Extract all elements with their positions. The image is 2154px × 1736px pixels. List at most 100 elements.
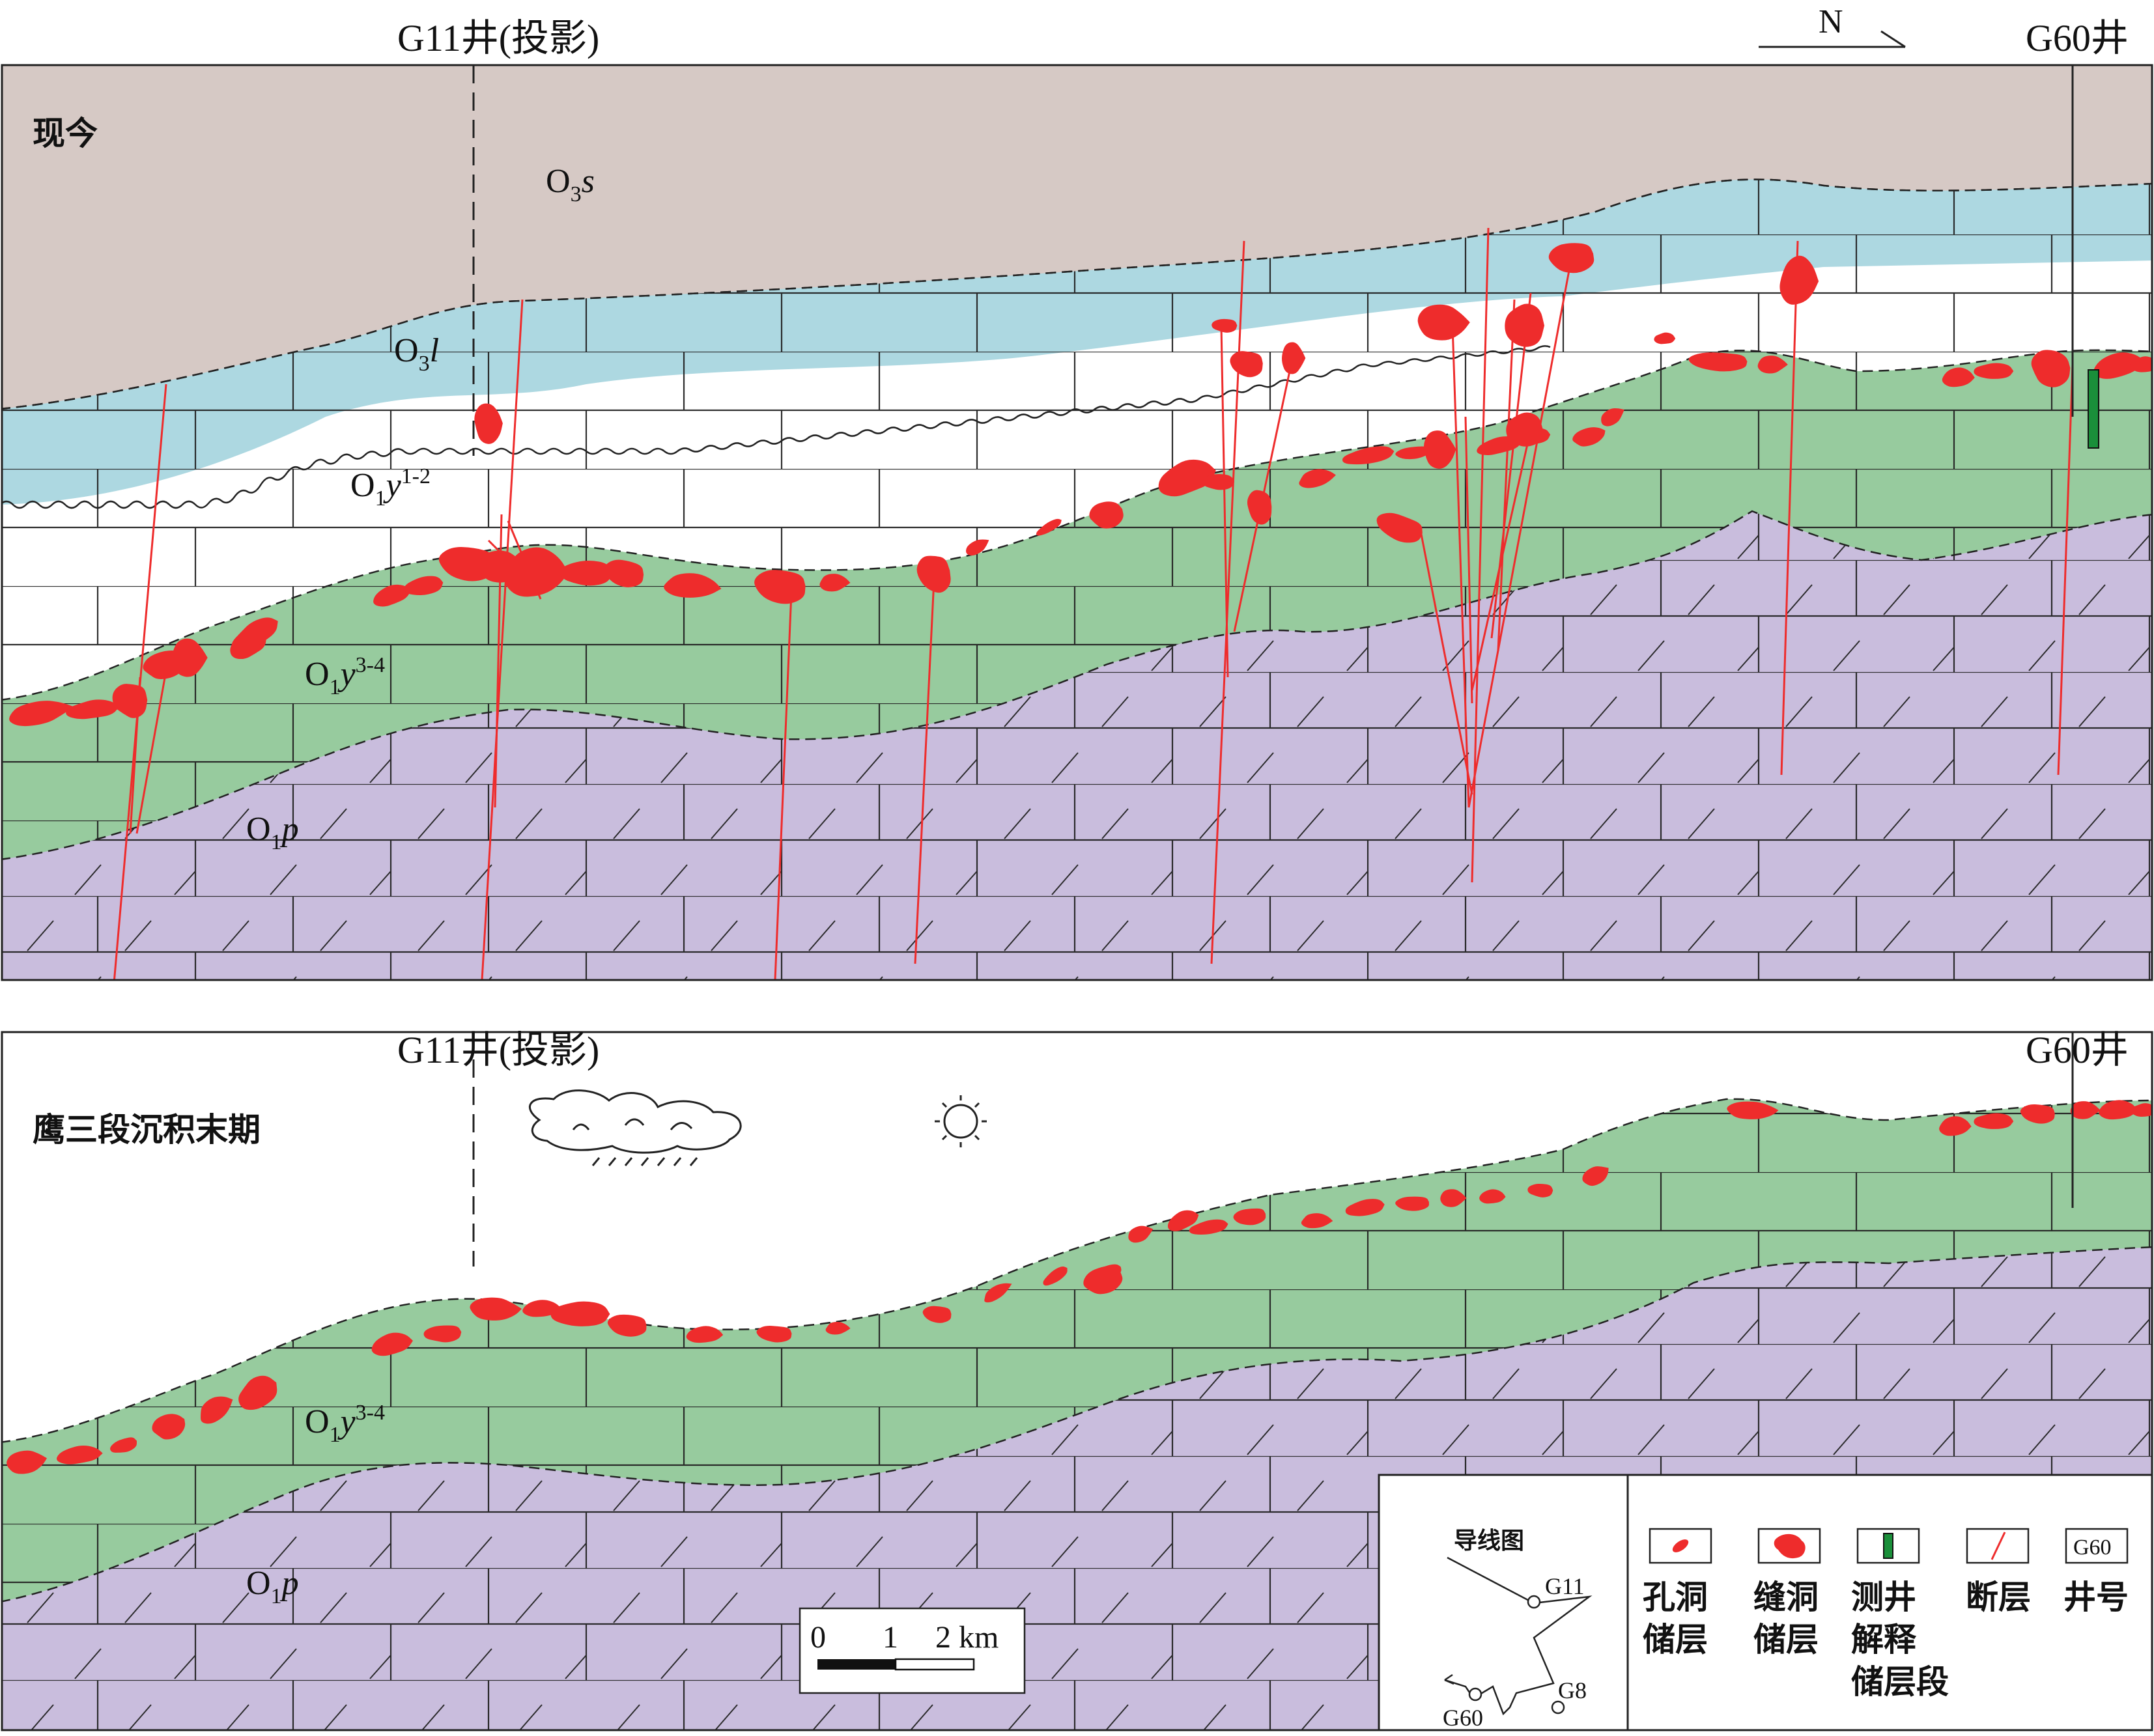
fault-line — [1497, 299, 1516, 652]
reservoir-body — [966, 539, 989, 556]
reservoir-body — [1654, 332, 1676, 344]
reservoir-body — [110, 1437, 137, 1453]
reservoir-body — [984, 1283, 1012, 1303]
traverse-g11: G11 — [1545, 1573, 1585, 1599]
fault-line — [2057, 364, 2074, 776]
traverse-map-title: 导线图 — [1454, 1528, 1524, 1554]
reservoir-body — [2099, 1100, 2138, 1120]
reservoir-body — [470, 1297, 522, 1321]
reservoir-body — [1727, 1101, 1779, 1119]
fault-lines — [113, 227, 2074, 980]
reservoir-body — [2130, 356, 2152, 372]
fault-line — [1464, 416, 1473, 704]
reservoir-body — [1247, 490, 1272, 525]
reservoir-body — [1230, 351, 1263, 378]
reservoir-body — [1395, 1196, 1429, 1211]
legend-item-fault: 断层 — [1966, 1528, 2031, 1616]
scale-tick-0: 0 — [810, 1620, 826, 1655]
reservoir-body — [1036, 518, 1062, 536]
svg-text:解释: 解释 — [1851, 1621, 1917, 1659]
traverse-g60: G60 — [1443, 1705, 1483, 1731]
fracture-vug-reservoir-icon — [1774, 1533, 1806, 1559]
reservoir-body — [2131, 1103, 2152, 1117]
reservoir-body — [1939, 1116, 1972, 1136]
traverse-g8: G8 — [1558, 1677, 1587, 1703]
svg-text:缝洞: 缝洞 — [1753, 1578, 1819, 1616]
reservoir-body — [1527, 1183, 1553, 1197]
well-number-icon — [2065, 1528, 2129, 1564]
reservoir-body — [1974, 1113, 2014, 1129]
reservoir-body — [1158, 459, 1216, 497]
reservoir-body — [604, 559, 644, 587]
reservoir-body — [1572, 427, 1606, 447]
reservoir-body — [686, 1326, 724, 1343]
reservoir-body — [1395, 446, 1429, 460]
svg-text:储层: 储层 — [1753, 1621, 1819, 1659]
svg-text:井号: 井号 — [2063, 1578, 2129, 1616]
legend-item-vug: 孔洞 储层 — [1643, 1528, 1712, 1659]
reservoir-body — [371, 1332, 413, 1356]
reservoir-body — [1212, 318, 1238, 333]
svg-text:孔洞: 孔洞 — [1643, 1578, 1708, 1616]
reservoir-body — [112, 684, 148, 718]
reservoir-body — [1345, 1199, 1385, 1216]
reservoir-body — [423, 1325, 462, 1343]
formation-label-o3l: O3l — [394, 332, 439, 376]
reservoir-body — [607, 1314, 647, 1337]
reservoir-body — [1202, 474, 1234, 490]
sun-icon — [935, 1095, 987, 1147]
cloud-rain-icon — [529, 1089, 742, 1166]
reservoir-body — [404, 576, 444, 596]
formation-label-o1p-bottom: O1p — [246, 1565, 299, 1608]
fault-line — [1780, 240, 1799, 776]
reservoir-body — [1281, 342, 1306, 374]
reservoir-body — [1479, 1189, 1506, 1204]
top-panel-present: 现今 G11井(投影) G60井 N O3s O3l O1y1-2 O1y3-4… — [1, 3, 2153, 981]
vug-reservoir-icon — [1672, 1539, 1689, 1552]
reservoir-body — [152, 1414, 186, 1440]
scale-bar: 0 1 2 km — [799, 1607, 1026, 1694]
reservoir-body — [231, 617, 278, 652]
legend-item-fracture-vug: 缝洞 储层 — [1753, 1528, 1821, 1659]
log-interpreted-interval-icon — [1883, 1533, 1893, 1559]
reservoir-body — [1974, 363, 2014, 379]
fault-line — [1490, 292, 1532, 639]
reservoir-body — [1301, 1213, 1333, 1229]
reservoir-body — [1089, 501, 1124, 529]
reservoir-body — [474, 403, 503, 444]
fault-line — [1220, 325, 1229, 678]
fault-line — [1419, 527, 1473, 795]
reservoir-body — [664, 573, 722, 598]
reservoir-body — [66, 699, 119, 720]
north-arrow: N — [1759, 3, 1906, 48]
reservoir-body — [1417, 304, 1470, 341]
reservoir-body — [1128, 1225, 1154, 1243]
reservoir-body — [1167, 1210, 1199, 1231]
well-label-g11: G11井(投影) — [397, 17, 599, 59]
reservoir-body — [1043, 1267, 1068, 1286]
well-label-g11-bottom: G11井(投影) — [397, 1029, 599, 1071]
reservoir-body — [504, 547, 569, 597]
fault-line — [914, 566, 936, 964]
fault-line — [774, 592, 793, 980]
stage-label-present: 现今 — [33, 115, 98, 152]
reservoir-body — [1942, 367, 1975, 387]
fault-icon — [1991, 1532, 2006, 1560]
reservoir-body — [1582, 1166, 1609, 1186]
bottom-panel-frame — [1, 1031, 2153, 1731]
reservoir-body — [550, 1301, 610, 1326]
reservoir-bodies — [9, 243, 2152, 727]
svg-text:断层: 断层 — [1966, 1578, 2031, 1616]
reservoir-body — [1424, 430, 1456, 469]
reservoir-body — [1757, 356, 1788, 374]
legend-item-well-number: G60 井号 — [2063, 1528, 2129, 1616]
formation-label-o3s: O3s — [546, 163, 595, 206]
svg-text:测井: 测井 — [1851, 1578, 1916, 1616]
reservoir-body — [201, 1396, 233, 1424]
reservoir-body — [1083, 1265, 1123, 1295]
svg-text:储层: 储层 — [1643, 1621, 1708, 1659]
north-label: N — [1819, 3, 1843, 40]
reservoir-body — [922, 1306, 952, 1323]
reservoir-bodies-bottom — [7, 1100, 2152, 1474]
